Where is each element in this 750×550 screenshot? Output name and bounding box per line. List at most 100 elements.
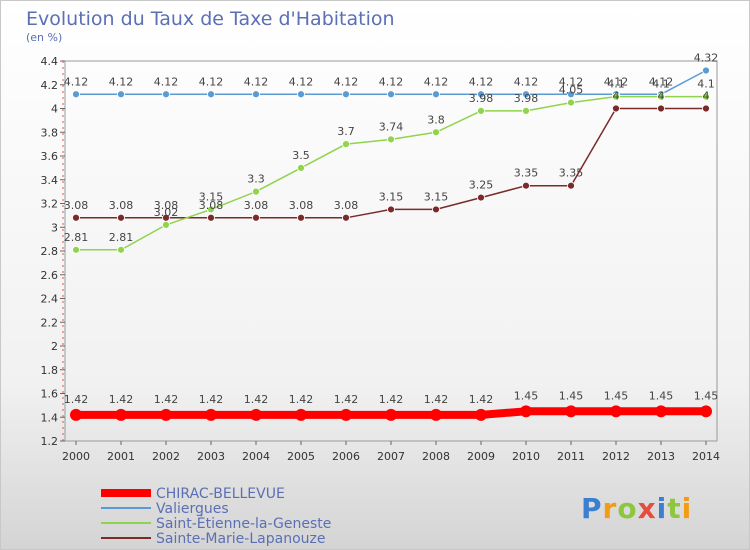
data-point — [387, 135, 395, 144]
data-point — [252, 187, 260, 196]
data-point — [297, 90, 305, 99]
data-label: 1.42 — [154, 393, 179, 406]
y-tick-label: 4.4 — [41, 55, 59, 68]
data-label: 1.45 — [514, 389, 539, 402]
data-point — [430, 408, 442, 421]
legend-label: Saint-Étienne-la-Geneste — [156, 515, 331, 532]
data-label: 3.35 — [559, 167, 584, 180]
data-point — [72, 245, 80, 254]
x-tick-label: 2005 — [287, 450, 315, 463]
data-label: 4.12 — [154, 75, 179, 88]
legend-label: CHIRAC-BELLEVUE — [156, 486, 285, 502]
logo-letter: i — [682, 492, 693, 525]
series-3 — [72, 104, 710, 222]
data-point — [205, 408, 217, 421]
data-point — [567, 181, 575, 190]
data-point — [700, 405, 712, 418]
data-label: 3.15 — [379, 190, 404, 203]
data-label: 1.42 — [424, 393, 449, 406]
x-tick-label: 2003 — [197, 450, 225, 463]
data-label: 3.02 — [154, 206, 179, 219]
y-tick-label: 2 — [51, 340, 58, 353]
data-label: 3.7 — [337, 125, 355, 138]
data-point — [610, 405, 622, 418]
data-point — [522, 106, 530, 115]
data-label: 3.25 — [469, 179, 494, 192]
data-label: 1.45 — [694, 389, 719, 402]
y-tick-label: 1.6 — [41, 388, 59, 401]
data-point — [117, 90, 125, 99]
data-label: 4.12 — [514, 75, 539, 88]
data-labels: 4.12 4.12 4.12 4.12 4.12 4.12 4.12 4.12 4.12 4.12… — [64, 52, 719, 406]
x-tick-label: 2013 — [647, 450, 675, 463]
data-point — [72, 213, 80, 222]
data-label: 4.12 — [649, 75, 674, 88]
y-tick-label: 3.6 — [41, 150, 59, 163]
data-point — [115, 408, 127, 421]
data-label: 3.74 — [379, 120, 404, 133]
data-label: 2.81 — [109, 231, 134, 244]
data-label: 3.08 — [154, 199, 179, 212]
data-point — [520, 405, 532, 418]
data-label: 2.81 — [64, 231, 89, 244]
legend: CHIRAC-BELLEVUEValierguesSaint-Étienne-l… — [101, 486, 331, 547]
legend-label: Valiergues — [156, 501, 229, 517]
y-tick-label: 1.4 — [41, 411, 59, 424]
data-label: 4.32 — [694, 52, 719, 65]
logo-letter: i — [657, 492, 668, 525]
logo-letter: t — [667, 492, 681, 525]
data-label: 1.42 — [199, 393, 224, 406]
data-point — [160, 408, 172, 421]
data-label: 3.08 — [109, 199, 134, 212]
data-label: 4.12 — [604, 75, 629, 88]
y-tick-label: 1.2 — [41, 435, 59, 448]
data-point — [432, 128, 440, 137]
y-tick-label: 2.4 — [41, 293, 59, 306]
data-label: 1.42 — [469, 393, 494, 406]
data-label: 4.1 — [697, 78, 715, 91]
data-label: 1.42 — [64, 393, 89, 406]
data-point — [432, 90, 440, 99]
data-label: 4.05 — [559, 84, 584, 97]
logo-letter: r — [603, 492, 618, 525]
y-tick-label: 4.2 — [41, 79, 59, 92]
data-label: 1.42 — [109, 393, 134, 406]
x-tick-label: 2007 — [377, 450, 405, 463]
data-point — [70, 408, 82, 421]
chart-title: Evolution du Taux de Taxe d'Habitation — [26, 8, 395, 30]
data-label: 3.15 — [424, 190, 449, 203]
data-label: 3.15 — [199, 190, 224, 203]
data-point — [385, 408, 397, 421]
data-label: 4 — [613, 90, 620, 103]
y-axis-unit: (en %) — [26, 31, 62, 44]
x-tick-label: 2006 — [332, 450, 360, 463]
data-point — [207, 205, 215, 214]
y-tick-label: 3.8 — [41, 126, 59, 139]
data-label: 4.12 — [199, 75, 224, 88]
data-point — [387, 205, 395, 214]
data-label: 3.3 — [247, 173, 265, 186]
data-label: 1.45 — [604, 389, 629, 402]
x-tick-label: 2000 — [62, 450, 90, 463]
data-point — [162, 90, 170, 99]
y-tick-label: 2.6 — [41, 269, 59, 282]
x-tick-label: 2010 — [512, 450, 540, 463]
data-point — [252, 213, 260, 222]
y-tick-label: 2.8 — [41, 245, 59, 258]
data-point — [295, 408, 307, 421]
data-label: 1.45 — [649, 389, 674, 402]
data-label: 3.08 — [244, 199, 269, 212]
data-point — [522, 90, 530, 99]
data-point — [207, 213, 215, 222]
data-point — [702, 92, 710, 101]
data-label: 4.12 — [289, 75, 314, 88]
data-point — [342, 90, 350, 99]
data-point — [565, 405, 577, 418]
data-label: 3.08 — [289, 199, 314, 212]
data-point — [655, 405, 667, 418]
x-tick-label: 2012 — [602, 450, 630, 463]
series-layer — [70, 66, 712, 421]
y-tick-label: 3.4 — [41, 174, 59, 187]
x-tick-label: 2008 — [422, 450, 450, 463]
